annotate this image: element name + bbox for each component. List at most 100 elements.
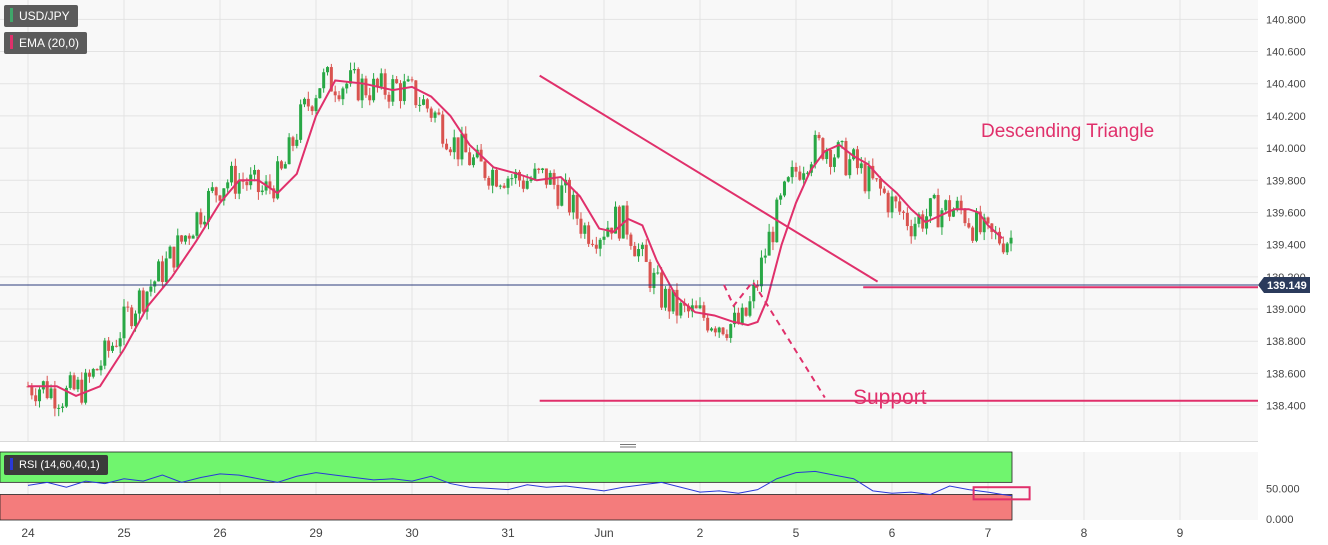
candle-body — [368, 95, 372, 101]
candle-body — [433, 112, 437, 118]
candle-body — [253, 169, 257, 175]
candle-body — [157, 261, 161, 282]
symbol-color-swatch — [10, 8, 13, 22]
symbol-legend-label: USD/JPY — [19, 9, 70, 23]
candle-body — [103, 340, 107, 366]
candle-body — [172, 246, 176, 268]
candle-body — [214, 187, 218, 196]
candle-body — [45, 381, 49, 399]
candle-body — [878, 178, 882, 189]
candle-body — [567, 179, 571, 213]
annotation-support: Support — [853, 386, 927, 409]
candle-body — [306, 98, 310, 107]
candle-body — [917, 214, 921, 224]
candle-body — [882, 188, 886, 193]
x-tick-label: 30 — [405, 526, 419, 540]
candle-body — [326, 67, 330, 73]
candle-body — [898, 201, 902, 212]
candle-body — [959, 200, 963, 210]
candle-body — [940, 210, 944, 228]
candle-body — [844, 141, 848, 176]
candle-body — [195, 212, 199, 236]
candle-body — [652, 272, 656, 289]
symbol-legend-tag[interactable]: USD/JPY — [4, 5, 78, 27]
candle-body — [418, 104, 422, 106]
y-tick-label: 139.400 — [1266, 240, 1306, 252]
candle-body — [61, 406, 65, 408]
candle-body — [521, 180, 525, 189]
candle-body — [794, 166, 798, 172]
pane-resize-handle[interactable] — [619, 443, 637, 449]
candle-body — [468, 152, 472, 166]
candle-body — [145, 291, 149, 312]
candle-body — [533, 168, 537, 180]
rsi-legend-tag[interactable]: RSI (14,60,40,1) — [4, 455, 108, 475]
candle-body — [76, 379, 80, 390]
candle-body — [905, 212, 909, 227]
candle-body — [310, 106, 314, 112]
y-tick-label: 140.200 — [1266, 111, 1306, 123]
candle-body — [168, 246, 172, 259]
candle-body — [422, 99, 426, 105]
candle-body — [955, 200, 959, 210]
candle-body — [352, 68, 356, 71]
candle-body — [341, 88, 345, 100]
candle-body — [660, 272, 664, 308]
candle-body — [617, 206, 621, 239]
candle-body — [176, 235, 180, 268]
y-tick-label: 140.400 — [1266, 79, 1306, 91]
candle-body — [640, 244, 644, 250]
candle-body — [237, 180, 241, 194]
candle-body — [441, 114, 445, 144]
x-tick-label: 31 — [501, 526, 515, 540]
candle-body — [556, 184, 560, 206]
candle-body — [706, 317, 710, 331]
candle-body — [606, 227, 610, 237]
candle-body — [199, 212, 203, 225]
candle-body — [502, 185, 506, 188]
candle-body — [498, 185, 502, 187]
candle-body — [110, 345, 114, 351]
candle-body — [203, 221, 207, 225]
candle-body — [852, 149, 856, 160]
candle-body — [429, 108, 433, 118]
candle-body — [95, 369, 99, 371]
candle-body — [744, 307, 748, 316]
candle-body — [456, 137, 460, 160]
candle-body — [779, 195, 783, 200]
candle-body — [829, 149, 833, 167]
ema-legend-tag[interactable]: EMA (20,0) — [4, 32, 88, 54]
candle-body — [153, 281, 157, 287]
candle-body — [560, 185, 564, 206]
candle-body — [806, 172, 810, 174]
rsi-overbought-zone — [0, 451, 1013, 483]
candle-body — [375, 78, 379, 87]
candle-body — [867, 165, 871, 192]
y-tick-label: 140.800 — [1266, 14, 1306, 26]
candle-body — [713, 328, 717, 333]
candle-body — [222, 188, 226, 201]
candle-body — [383, 73, 387, 95]
candle-body — [322, 72, 326, 89]
candle-body — [272, 188, 276, 199]
candle-body — [921, 214, 925, 229]
candle-body — [130, 307, 134, 327]
candle-body — [187, 235, 191, 239]
candle-body — [233, 165, 237, 194]
candle-body — [740, 307, 744, 324]
candle-body — [460, 133, 464, 160]
candle-body — [318, 88, 322, 99]
pane-divider — [0, 441, 1258, 442]
rsi-oversold-zone — [0, 494, 1013, 521]
candle-body — [698, 305, 702, 309]
candle-body — [114, 345, 118, 347]
y-tick-label: 138.400 — [1266, 401, 1306, 413]
candle-body — [859, 163, 863, 169]
candle-body — [283, 164, 287, 169]
y-tick-label: 139.600 — [1266, 207, 1306, 219]
candle-body — [594, 244, 598, 249]
candle-body — [802, 173, 806, 180]
candle-body — [598, 239, 602, 249]
candle-body — [967, 223, 971, 228]
candle-body — [387, 94, 391, 102]
